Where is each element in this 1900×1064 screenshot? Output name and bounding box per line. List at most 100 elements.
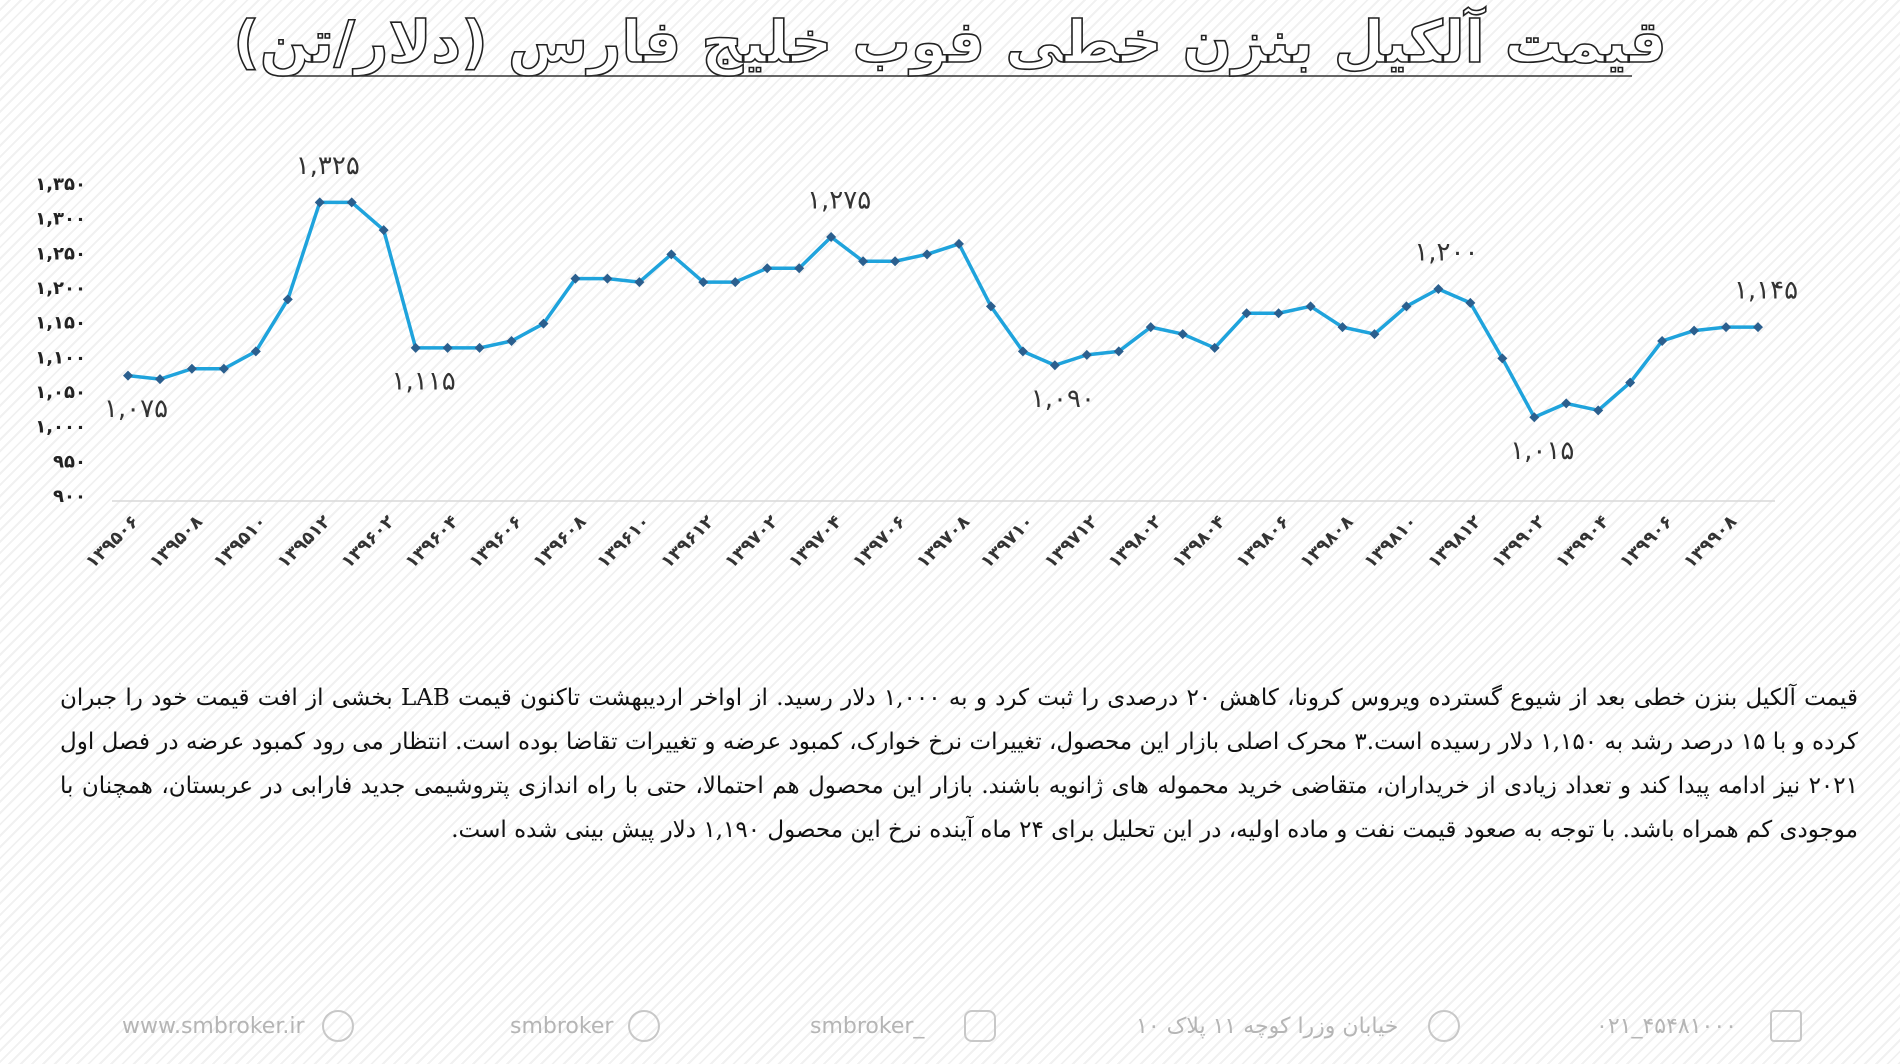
x-tick-label: ۱۳۹۸۰۶	[1232, 511, 1293, 572]
body-paragraph: قیمت آلکیل بنزن خطی بعد از شیوع گسترده و…	[60, 685, 1858, 843]
marker	[1433, 284, 1444, 294]
marker	[410, 342, 421, 353]
marker	[506, 336, 517, 346]
phone-icon	[1770, 1010, 1802, 1042]
marker	[1401, 301, 1412, 312]
data-label: ۱,۰۷۵	[104, 394, 168, 424]
marker	[1593, 405, 1604, 416]
x-tick-label: ۱۳۹۵۰۸	[146, 511, 207, 572]
marker	[1465, 297, 1476, 308]
y-tick-label: ۱,۳۵۰	[35, 174, 86, 195]
marker	[250, 346, 261, 357]
marker	[794, 263, 805, 274]
marker	[634, 277, 645, 288]
marker	[1241, 308, 1252, 319]
marker	[1721, 322, 1732, 333]
instagram: smbroker_	[810, 1014, 925, 1039]
x-tick-label: ۱۳۹۶۰۸	[529, 511, 590, 572]
x-tick-label: ۱۳۹۷۰۸	[913, 511, 974, 572]
marker	[602, 273, 613, 284]
web-icon	[322, 1010, 354, 1042]
y-tick-label: ۱,۰۵۰	[35, 382, 86, 403]
instagram-icon	[964, 1010, 996, 1042]
x-tick-label: ۱۳۹۸۱۲	[1424, 511, 1485, 572]
y-tick-label: ۱,۱۵۰	[35, 313, 86, 334]
chart-title: قیمت آلکیل بنزن خطی فوب خلیج فارس (دلار/…	[233, 6, 1666, 77]
x-tick-label: ۱۳۹۷۰۴	[785, 511, 846, 572]
marker	[1497, 353, 1508, 364]
y-tick-label: ۱,۳۰۰	[35, 209, 86, 230]
marker	[282, 294, 293, 305]
website: www.smbroker.ir	[122, 1014, 305, 1039]
marker	[1113, 346, 1124, 357]
marker	[1529, 412, 1540, 423]
marker	[1657, 336, 1668, 346]
chart: قیمت آلکیل بنزن خطی فوب خلیج فارس (دلار/…	[35, 5, 1798, 572]
marker	[698, 277, 709, 288]
marker	[1625, 377, 1636, 388]
marker	[1049, 360, 1060, 371]
marker	[346, 197, 357, 208]
y-tick-label: ۹۰۰	[53, 486, 86, 507]
x-tick-label: ۱۳۹۹۰۸	[1680, 511, 1741, 572]
x-tick-label: ۱۳۹۵۱۰	[209, 511, 270, 572]
x-tick-label: ۱۳۹۸۰۲	[1104, 511, 1165, 572]
x-tick-label: ۱۳۹۹۰۶	[1616, 511, 1677, 572]
marker	[1209, 342, 1220, 353]
marker	[1017, 346, 1028, 357]
marker	[953, 238, 964, 249]
x-tick-label: ۱۳۹۶۰۲	[337, 511, 398, 572]
data-label: ۱,۰۹۰	[1031, 384, 1095, 414]
data-label: ۱,۰۱۵	[1510, 436, 1574, 466]
x-tick-label: ۱۳۹۹۰۲	[1488, 511, 1549, 572]
marker	[762, 263, 773, 274]
marker	[666, 249, 677, 260]
data-label: ۱,۱۴۵	[1734, 276, 1798, 306]
x-tick-label: ۱۳۹۶۰۶	[465, 511, 526, 572]
x-tick-label: ۱۳۹۶۰۴	[401, 511, 462, 572]
marker	[1753, 322, 1763, 333]
location-icon	[1428, 1010, 1460, 1042]
y-tick-label: ۱,۲۰۰	[35, 278, 86, 299]
y-tick-label: ۹۵۰	[53, 451, 86, 472]
x-tick-label: ۱۳۹۵۰۶	[82, 511, 143, 572]
marker	[1273, 308, 1284, 319]
data-label: ۱,۲۰۰	[1414, 238, 1478, 268]
y-tick-label: ۱,۰۰۰	[35, 417, 86, 438]
x-tick-label: ۱۳۹۸۰۸	[1296, 511, 1357, 572]
marker	[474, 342, 485, 353]
marker	[1145, 322, 1156, 333]
marker	[186, 363, 197, 374]
marker	[1561, 398, 1572, 409]
x-tick-label: ۱۳۹۶۱۰	[593, 511, 654, 572]
marker	[314, 197, 325, 208]
marker	[1305, 301, 1316, 312]
marker	[1337, 322, 1348, 333]
marker	[890, 256, 901, 267]
x-tick-label: ۱۳۹۸۱۰	[1360, 511, 1421, 572]
telegram-icon	[628, 1010, 660, 1042]
x-tick-label: ۱۳۹۶۱۲	[657, 511, 718, 572]
marker	[154, 374, 165, 385]
line-series	[127, 200, 1758, 420]
x-tick-label: ۱۳۹۵۱۲	[273, 511, 334, 572]
marker	[1081, 349, 1092, 360]
x-tick-label: ۱۳۹۷۰۶	[849, 511, 910, 572]
marker	[123, 370, 133, 381]
marker	[985, 301, 996, 312]
marker	[922, 249, 933, 260]
data-label: ۱,۲۷۵	[807, 186, 871, 216]
marker	[826, 232, 837, 242]
telegram: smbroker	[510, 1014, 614, 1039]
x-tick-label: ۱۳۹۷۱۰	[977, 511, 1038, 572]
marker	[442, 342, 453, 353]
marker	[1689, 325, 1700, 336]
y-tick-label: ۱,۱۰۰	[35, 347, 86, 368]
marker	[538, 318, 549, 329]
y-tick-label: ۱,۲۵۰	[35, 243, 86, 264]
phone: ۰۲۱_۴۵۴۸۱۰۰۰	[1596, 1014, 1737, 1039]
x-tick-label: ۱۳۹۹۰۴	[1552, 511, 1613, 572]
marker	[378, 225, 389, 236]
marker	[570, 273, 581, 284]
